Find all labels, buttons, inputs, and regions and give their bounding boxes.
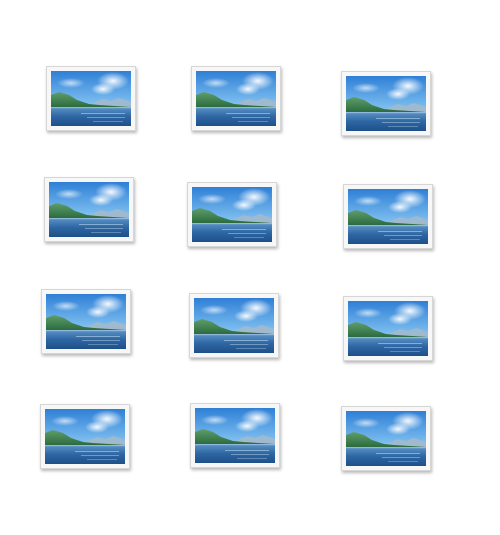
landscape-photo-icon [51, 71, 131, 126]
landscape-photo-icon [348, 301, 428, 356]
landscape-photo-icon [192, 187, 272, 242]
landscape-photo-icon [346, 76, 426, 131]
photo-thumbnail-10[interactable] [40, 404, 130, 469]
photo-thumbnail-4[interactable] [44, 177, 134, 242]
photo-thumbnail-1[interactable] [46, 66, 136, 131]
photo-thumbnail-8[interactable] [189, 293, 279, 358]
landscape-photo-icon [348, 189, 428, 244]
landscape-photo-icon [196, 71, 276, 126]
landscape-photo-icon [49, 182, 129, 237]
landscape-photo-icon [194, 298, 274, 353]
photo-thumbnail-12[interactable] [341, 406, 431, 471]
landscape-photo-icon [195, 408, 275, 463]
photo-thumbnail-2[interactable] [191, 66, 281, 131]
landscape-photo-icon [45, 409, 125, 464]
photo-thumbnail-11[interactable] [190, 403, 280, 468]
photo-thumbnail-6[interactable] [343, 184, 433, 249]
landscape-photo-icon [46, 294, 126, 349]
photo-thumbnail-3[interactable] [341, 71, 431, 136]
photo-thumbnail-5[interactable] [187, 182, 277, 247]
landscape-photo-icon [346, 411, 426, 466]
photo-thumbnail-9[interactable] [343, 296, 433, 361]
photo-thumbnail-7[interactable] [41, 289, 131, 354]
